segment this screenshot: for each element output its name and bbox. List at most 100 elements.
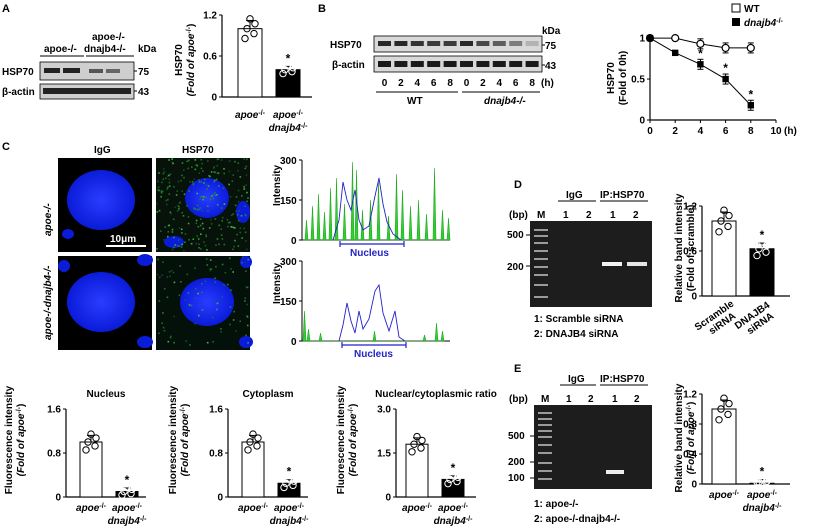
fluorescence-speck: [209, 268, 211, 270]
panel-c-micrographs: IgG HSP70 apoe-/- apoe-/-dnajb4-/- 10μm: [43, 145, 253, 350]
fluorescence-speck: [220, 234, 223, 236]
fluorescence-speck: [163, 168, 165, 170]
fluorescence-speck: [160, 195, 162, 198]
fluorescence-speck: [181, 162, 184, 164]
fluorescence-speck: [168, 193, 171, 195]
fluorescence-speck: [231, 180, 234, 182]
data-point: [249, 430, 257, 438]
fluorescence-speck: [195, 164, 198, 166]
fluorescence-speck: [200, 196, 202, 198]
fluorescence-speck: [188, 239, 190, 241]
fluorescence-speck: [216, 194, 218, 196]
fluorescence-speck: [214, 277, 216, 279]
band-hsp70: [443, 41, 457, 46]
data-point: [246, 15, 254, 23]
igg-label-d: IgG: [566, 190, 583, 201]
fluorescence-speck: [215, 244, 217, 246]
fluorescence-speck: [170, 335, 172, 338]
fluorescence-speck: [196, 208, 199, 211]
fluorescence-speck: [197, 226, 200, 228]
fluorescence-speck: [178, 227, 181, 229]
lane-1-igg-e: 1: [566, 394, 572, 405]
significance-star: *: [125, 473, 130, 487]
kda-label-a: kDa: [138, 44, 157, 55]
y-tick-label: 0.8: [683, 420, 697, 431]
fluorescence-speck: [198, 238, 200, 240]
data-point: [747, 102, 754, 109]
fluorescence-speck: [220, 228, 222, 230]
profile-ytick-150-top: 150: [280, 196, 297, 207]
group-label-wt: WT: [407, 96, 423, 107]
green-intensity-trace: [302, 310, 445, 342]
fluorescence-speck: [229, 257, 231, 260]
fluorescence-speck: [209, 198, 212, 201]
category-label: apoe-/-: [273, 110, 304, 122]
x-tick-label: 4: [698, 126, 704, 137]
fluorescence-speck: [171, 231, 174, 233]
fluorescence-speck: [167, 231, 170, 233]
data-point: [413, 432, 421, 441]
fluorescence-speck: [198, 247, 200, 249]
y-tick-label: 0: [217, 493, 223, 504]
fluorescence-speck: [181, 174, 183, 177]
fluorescence-speck: [207, 210, 209, 212]
y-axis-label-units: (Fold of 0h): [618, 51, 629, 105]
fluorescence-speck: [244, 167, 247, 170]
kda-43-a: 43: [138, 87, 150, 98]
fluorescence-speck: [188, 190, 190, 192]
data-point: [725, 399, 733, 408]
legend-2-e: 2: apoe-/-dnajb4-/-: [534, 514, 620, 525]
data-point: [243, 24, 251, 33]
fluorescence-speck: [158, 332, 160, 335]
band-hsp70: [410, 41, 424, 46]
ladder-band: [534, 242, 548, 244]
y-axis-label: Fluorescence intensity: [336, 385, 347, 494]
fluorescence-speck: [239, 320, 241, 323]
fluorescence-speck: [210, 268, 213, 270]
marker-label-e: M: [541, 394, 549, 405]
panel-c-profile-top: Intensity 300 150 0 Nucleus: [272, 156, 451, 259]
fluorescence-speck: [183, 193, 186, 196]
fluorescence-speck: [214, 218, 217, 220]
fluorescence-speck: [166, 296, 169, 299]
data-point: [763, 241, 771, 250]
fluorescence-speck: [198, 179, 200, 181]
fluorescence-speck: [164, 177, 167, 180]
data-point: [250, 29, 258, 38]
fluorescence-speck: [205, 258, 208, 260]
fluorescence-speck: [195, 222, 198, 225]
fluorescence-speck: [217, 172, 220, 175]
fluorescence-speck: [183, 169, 185, 171]
fluorescence-speck: [205, 235, 207, 238]
fluorescence-speck: [171, 161, 174, 163]
band-actin: [378, 61, 391, 67]
panel-a-blot: apoe-/- apoe-/- dnajb4-/- kDa HSP70 β-ac…: [2, 32, 157, 100]
data-point: [715, 416, 723, 424]
fluorescence-speck: [169, 211, 172, 214]
y-axis-label-units: (Fold of apoe-/-): [16, 404, 28, 477]
fluorescence-speck: [197, 292, 199, 295]
ladder-band: [534, 266, 548, 268]
fluorescence-speck: [181, 190, 183, 192]
fluorescence-speck: [191, 166, 193, 168]
band-actin: [525, 61, 539, 67]
band-actin: [492, 61, 506, 67]
fluorescence-speck: [168, 224, 170, 227]
data-point: [127, 489, 135, 498]
fluorescence-speck: [203, 182, 205, 184]
band-hsp70: [525, 41, 539, 46]
fluorescence-speck: [202, 227, 205, 230]
significance-star: *: [698, 46, 703, 60]
fluorescence-speck: [177, 204, 179, 207]
fluorescence-speck: [206, 249, 208, 251]
y-axis-label-units: (Fold of apoe-/-): [686, 402, 698, 475]
fluorescence-speck: [158, 209, 161, 212]
fluorescence-speck: [201, 309, 204, 311]
profile-ytick-0-top: 0: [291, 236, 297, 247]
time-tick-label: 2: [480, 78, 486, 89]
y-tick-label: 0: [691, 292, 697, 303]
band-hsp70: [509, 41, 523, 46]
fluorescence-speck: [235, 196, 238, 198]
data-point: [720, 206, 728, 214]
